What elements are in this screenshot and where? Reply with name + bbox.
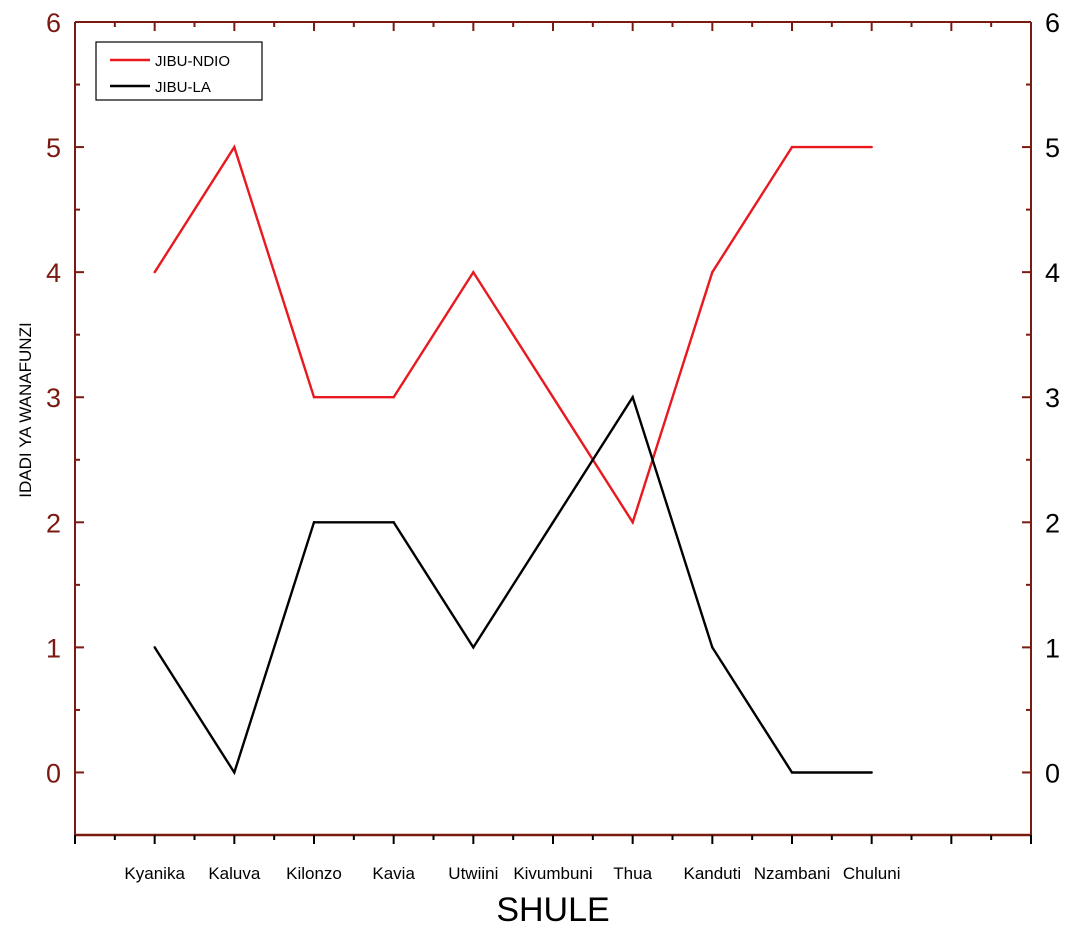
y-tick-label-right: 4: [1045, 258, 1060, 288]
y-tick-label-right: 1: [1045, 633, 1060, 663]
y-tick-label-right: 0: [1045, 758, 1060, 788]
data-point-jibu-ndio: [711, 270, 714, 274]
x-tick-label: Kivumbuni: [513, 864, 592, 883]
legend-box: [95, 41, 263, 101]
data-point-jibu-la: [631, 396, 634, 399]
legend: JIBU-NDIO JIBU-LA: [95, 41, 263, 101]
data-point-jibu-la: [233, 771, 236, 774]
data-point-jibu-ndio: [551, 396, 555, 399]
data-point-jibu-ndio: [790, 145, 794, 149]
x-tick-label: Utwiini: [448, 864, 498, 883]
data-point-jibu-la: [312, 521, 316, 524]
series-line-jibu-la: [153, 394, 872, 776]
series-line-jibu-ndio: [153, 144, 872, 526]
x-tick-label: Kyanika: [124, 864, 185, 883]
axes-group: [74, 21, 1032, 837]
x-tick-label: Chuluni: [843, 864, 901, 883]
data-point-jibu-ndio: [472, 270, 475, 274]
y-tick-label-left: 1: [46, 633, 61, 663]
data-point-jibu-la: [870, 771, 873, 774]
x-tick-label: Thua: [613, 864, 652, 883]
series-group: [153, 144, 873, 776]
x-tick-label: Kilonzo: [286, 864, 342, 883]
data-point-jibu-la: [472, 646, 475, 649]
x-axis-title: SHULE: [496, 891, 609, 929]
y-tick-label-right: 5: [1045, 133, 1060, 163]
data-point-jibu-ndio: [312, 396, 316, 399]
data-point-jibu-ndio: [870, 145, 873, 149]
data-point-jibu-ndio: [153, 270, 156, 274]
x-tick-label: Kaluva: [208, 864, 261, 883]
legend-label-jibu-ndio: JIBU-NDIO: [155, 53, 230, 70]
y-tick-label-right: 6: [1045, 8, 1060, 38]
data-point-jibu-ndio: [392, 396, 395, 399]
data-point-jibu-la: [551, 521, 555, 524]
x-tick-label: Kanduti: [683, 864, 741, 883]
y-axis-title: IDADI YA WANAFUNZI: [16, 322, 35, 497]
legend-label-jibu-la: JIBU-LA: [155, 79, 211, 96]
y-tick-label-left: 3: [46, 383, 61, 413]
x-tick-label: Kavia: [372, 864, 415, 883]
data-point-jibu-ndio: [233, 145, 236, 149]
data-point-jibu-la: [790, 771, 794, 774]
data-point-jibu-la: [392, 521, 395, 524]
y-tick-label-left: 0: [46, 758, 61, 788]
y-tick-label-right: 3: [1045, 383, 1060, 413]
y-tick-label-right: 2: [1045, 508, 1060, 538]
y-tick-label-left: 4: [46, 258, 61, 288]
x-tick-label: Nzambani: [754, 864, 831, 883]
y-tick-label-left: 2: [46, 508, 61, 538]
y-tick-label-left: 6: [46, 8, 61, 38]
data-point-jibu-ndio: [631, 521, 634, 524]
y-tick-label-left: 5: [46, 133, 61, 163]
data-point-jibu-la: [711, 646, 714, 649]
ticks-group: 0 0 1 1 2 2 3 3 4 4 5 5 6 6 Kyanika Kaluva Kilonzo Kavia U…: [46, 8, 1060, 883]
data-point-jibu-la: [153, 646, 156, 649]
